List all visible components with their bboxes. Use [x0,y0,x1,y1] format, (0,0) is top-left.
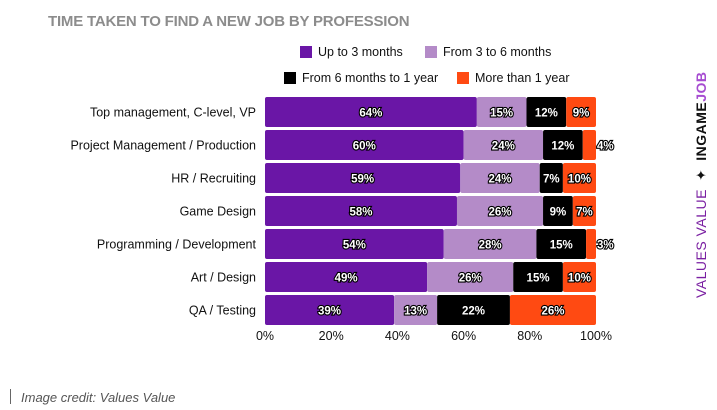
bar-value-label: 4% [597,141,614,153]
bar-value-label: 15% [490,108,513,120]
bar-segment [394,295,438,325]
bar-segment [427,262,514,292]
bar-value-label: 26% [488,207,511,219]
legend-swatch [300,46,312,58]
bar-value-label: 15% [527,273,550,285]
bar-value-label: 15% [550,240,573,252]
bar-segment [443,229,537,259]
bar-segment [265,295,395,325]
bar-value-label: 13% [404,306,427,318]
legend-item-more-than-1-year: More than 1 year [457,71,570,85]
bar-segment [539,163,563,193]
bar-segment [437,295,510,325]
legend-label: From 6 months to 1 year [302,71,439,85]
bar-value-label: 9% [573,108,590,120]
bar-value-label: 12% [551,141,574,153]
bar-segment [476,97,527,127]
bar-segment [265,229,444,259]
bar-value-label: 24% [488,174,511,186]
bar-value-label: 26% [541,306,564,318]
bar-segment [562,262,596,292]
category-label: QA / Testing [189,304,256,318]
bar-segment [456,196,544,226]
category-label: HR / Recruiting [171,172,256,186]
legend-label: From 3 to 6 months [443,45,552,59]
bar-value-label: 10% [568,174,591,186]
legend-label: Up to 3 months [318,45,403,59]
bar-value-label: 3% [597,240,614,252]
bar-value-label: 7% [543,174,560,186]
bar-segment [265,163,461,193]
category-label: Game Design [180,205,256,219]
bar-segment [543,196,573,226]
page-title: TIME TAKEN TO FIND A NEW JOB BY PROFESSI… [48,13,410,30]
legend-swatch [425,46,437,58]
bar-value-label: 58% [349,207,372,219]
bar-segment [460,163,540,193]
brand-job: JOB [693,71,709,102]
bar-segment [509,295,596,325]
bar-segment [265,196,457,226]
bar-value-label: 60% [353,141,376,153]
bar-segment [572,196,596,226]
x-tick-label: 100% [580,329,612,343]
category-label: Project Management / Production [70,139,256,153]
bar-value-label: 54% [343,240,366,252]
bar-value-label: 24% [492,141,515,153]
bar-value-label: 22% [462,306,485,318]
bar-segment [562,163,596,193]
side-brand: VALUES VALUE ✦ INGAMEJOB [693,71,710,298]
bar-segment [566,97,596,127]
legend-swatch [284,72,296,84]
bar-segment [463,130,544,160]
category-label: Programming / Development [97,238,257,252]
bar-value-label: 64% [359,108,382,120]
brand-ingame: INGAME [693,101,709,161]
category-label: Top management, C-level, VP [90,106,256,120]
bar-value-label: 49% [335,273,358,285]
credit-divider [10,389,11,404]
bar-value-label: 39% [318,306,341,318]
bar-segment [543,130,583,160]
bar-segment [526,97,567,127]
bar-segment [582,130,596,160]
x-tick-label: 80% [517,329,542,343]
legend-item-3-to-6-months: From 3 to 6 months [425,45,551,59]
legend-item-up-to-3-months: Up to 3 months [300,45,403,59]
image-credit: Image credit: Values Value [21,390,176,405]
x-tick-label: 0% [256,329,274,343]
brand-values-value: VALUES VALUE [693,189,709,298]
legend-label: More than 1 year [475,71,570,85]
bar-segment [265,97,477,127]
bar-value-label: 7% [576,207,593,219]
bar-segment [586,229,596,259]
bar-value-label: 28% [479,240,502,252]
bar-segment [513,262,563,292]
bar-value-label: 12% [535,108,558,120]
bar-segment [265,262,428,292]
bar-value-label: 26% [459,273,482,285]
bar-segment [536,229,587,259]
bar-value-label: 59% [351,174,374,186]
legend-swatch [457,72,469,84]
x-tick-label: 60% [451,329,476,343]
bar-value-label: 10% [568,273,591,285]
category-label: Art / Design [191,271,256,285]
x-tick-label: 20% [319,329,344,343]
legend-item-6-months-to-1-year: From 6 months to 1 year [284,71,438,85]
x-tick-label: 40% [385,329,410,343]
sparkle-icon: ✦ [693,168,709,182]
bar-segment [265,130,464,160]
bar-value-label: 9% [550,207,567,219]
